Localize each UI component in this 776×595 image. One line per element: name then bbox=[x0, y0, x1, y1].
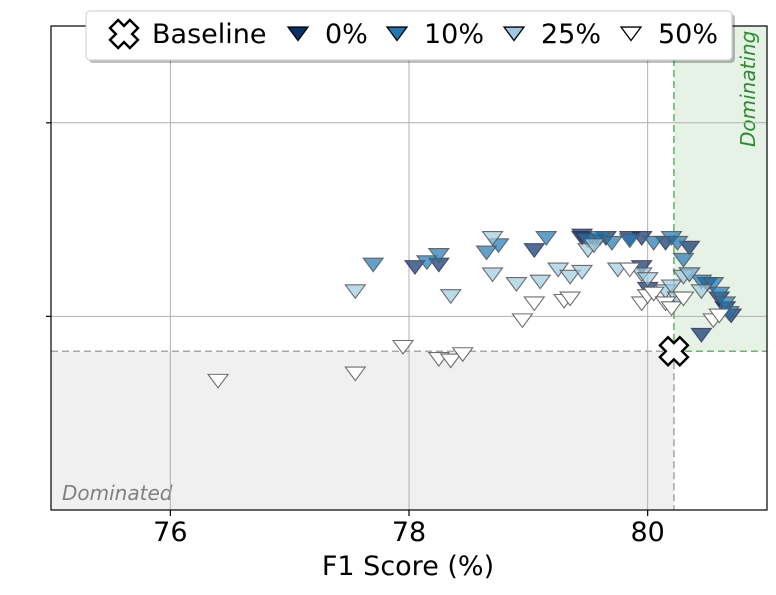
data-point bbox=[636, 272, 659, 288]
data-point bbox=[672, 291, 695, 307]
data-point bbox=[666, 235, 689, 251]
data-point bbox=[481, 231, 504, 247]
data-point bbox=[642, 235, 665, 251]
x-axis-label: F1 Score (%) bbox=[322, 551, 494, 582]
baseline-point bbox=[658, 335, 690, 367]
legend-label: 0% bbox=[325, 19, 368, 50]
data-point bbox=[391, 339, 415, 355]
legend-item: 50% bbox=[619, 19, 718, 50]
data-point bbox=[690, 284, 713, 300]
legend-box bbox=[85, 10, 733, 61]
data-point bbox=[344, 366, 367, 382]
legend-marker-triangle bbox=[385, 26, 409, 42]
data-point bbox=[660, 301, 683, 317]
data-point bbox=[481, 267, 504, 283]
data-point bbox=[559, 291, 582, 307]
data-point bbox=[714, 296, 737, 312]
data-point bbox=[582, 238, 606, 254]
data-point bbox=[427, 247, 450, 263]
series-50pct bbox=[206, 262, 731, 389]
grid-layer bbox=[51, 26, 767, 510]
data-point bbox=[206, 373, 230, 389]
ticks-layer: 76 78 80 bbox=[46, 122, 665, 548]
data-point bbox=[672, 252, 695, 268]
data-point bbox=[708, 286, 731, 302]
data-point bbox=[523, 243, 546, 259]
legend-label: 50% bbox=[658, 19, 718, 50]
data-point bbox=[570, 264, 594, 280]
legend-item: Baseline bbox=[108, 18, 266, 50]
legend-item: 10% bbox=[385, 19, 484, 50]
data-point bbox=[439, 353, 462, 369]
x-tick-label: 80 bbox=[630, 517, 664, 548]
legend-marker-triangle bbox=[502, 26, 526, 42]
data-point bbox=[505, 277, 528, 292]
data-point bbox=[362, 257, 385, 273]
points-layer bbox=[206, 228, 743, 389]
data-point bbox=[344, 284, 367, 300]
legend-marker-cross bbox=[108, 18, 140, 50]
data-point bbox=[535, 231, 558, 247]
data-point bbox=[642, 286, 665, 302]
legend-label: 10% bbox=[424, 19, 484, 50]
data-point bbox=[523, 296, 546, 312]
legend-item: 0% bbox=[286, 19, 368, 50]
legend-label: 25% bbox=[541, 19, 601, 50]
legend-item: 25% bbox=[502, 19, 601, 50]
data-point bbox=[451, 347, 474, 363]
dominating-label: Dominating bbox=[736, 31, 760, 147]
data-point bbox=[475, 245, 498, 261]
data-point bbox=[439, 289, 462, 305]
data-point bbox=[618, 233, 641, 249]
data-point bbox=[660, 279, 683, 295]
dominated-region bbox=[51, 351, 674, 510]
x-tick-label: 78 bbox=[392, 517, 426, 548]
dominated-label: Dominated bbox=[62, 481, 173, 505]
data-point bbox=[559, 269, 582, 285]
data-point bbox=[690, 327, 713, 343]
x-tick-label: 76 bbox=[153, 517, 187, 548]
data-point bbox=[678, 240, 701, 256]
data-point bbox=[600, 235, 623, 251]
data-point bbox=[403, 260, 427, 276]
data-point bbox=[415, 255, 438, 271]
data-point bbox=[678, 267, 701, 283]
regions-layer: Dominated Dominating bbox=[51, 26, 767, 510]
legend-marker-triangle bbox=[286, 26, 310, 42]
data-point bbox=[529, 274, 552, 290]
legend-marker-triangle bbox=[619, 26, 643, 42]
legend: Baseline 0% 10% 25% 50% bbox=[85, 10, 735, 63]
data-point bbox=[618, 262, 641, 278]
data-point bbox=[511, 313, 534, 329]
data-point bbox=[708, 308, 731, 324]
legend-label: Baseline bbox=[152, 19, 266, 50]
